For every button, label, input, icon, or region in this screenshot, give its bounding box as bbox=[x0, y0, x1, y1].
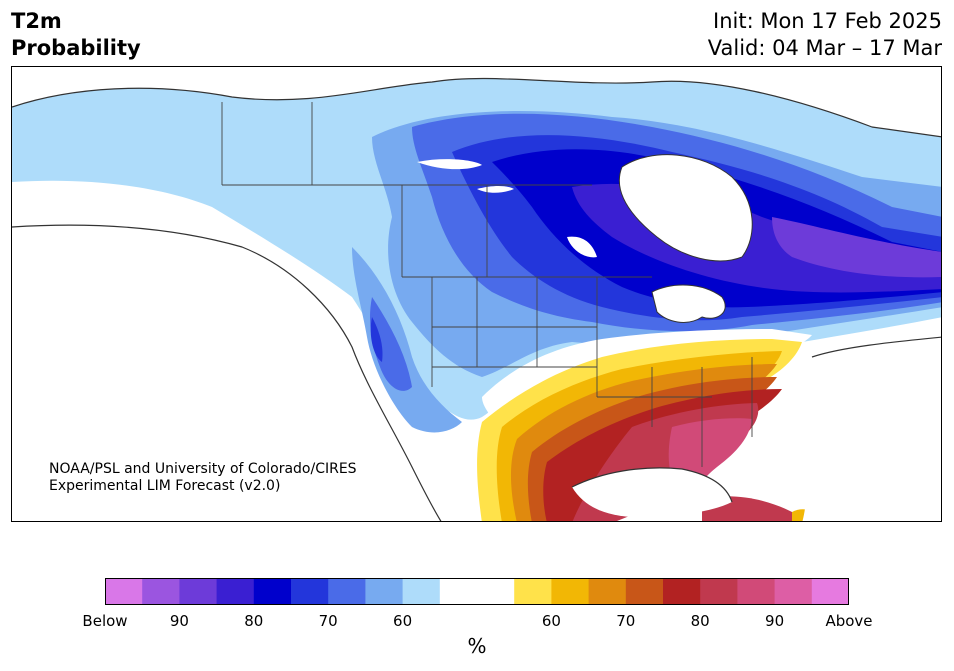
credit-text: NOAA/PSL and University of Colorado/CIRE… bbox=[49, 461, 357, 495]
colorbar bbox=[105, 578, 849, 605]
colorbar-swatch-below bbox=[105, 578, 143, 605]
colorbar-tick-label: 70 bbox=[616, 612, 636, 630]
colorbar-swatch-above bbox=[737, 578, 776, 605]
political-boundaries bbox=[221, 102, 753, 467]
colorbar-swatch-above bbox=[700, 578, 738, 605]
pacific bbox=[12, 225, 441, 521]
colorbar-swatch-below bbox=[365, 578, 404, 605]
colorbar-tick-label: 90 bbox=[169, 612, 189, 630]
product-title: Probability bbox=[11, 36, 141, 60]
colorbar-tick-label: 60 bbox=[541, 612, 561, 630]
colorbar-tick-label: 80 bbox=[690, 612, 710, 630]
below-90-region bbox=[772, 217, 941, 278]
colorbar-tick-label: 70 bbox=[318, 612, 338, 630]
colorbar-swatch-below bbox=[179, 578, 218, 605]
lake-1 bbox=[417, 159, 482, 170]
valid-range: Valid: 04 Mar – 17 Mar bbox=[707, 36, 942, 60]
colorbar-swatch-above bbox=[663, 578, 701, 605]
colorbar-swatch-below bbox=[328, 578, 366, 605]
colorbar-units: % bbox=[467, 634, 487, 658]
colorbar-tick-label: 90 bbox=[765, 612, 785, 630]
colorbar-swatch-below bbox=[291, 578, 329, 605]
below-75-west bbox=[369, 297, 412, 391]
below-70-west bbox=[352, 247, 462, 433]
great-lakes bbox=[651, 284, 726, 323]
colorbar-swatch-above bbox=[774, 578, 813, 605]
colorbar-tick-label: Above bbox=[825, 612, 873, 630]
colorbar-swatch-above bbox=[625, 578, 664, 605]
lake-2 bbox=[477, 186, 514, 193]
colorbar-tick-label: 60 bbox=[393, 612, 413, 630]
colorbar-tick-label: Below bbox=[82, 612, 128, 630]
colorbar-swatch-above bbox=[811, 578, 849, 605]
probability-map bbox=[12, 77, 941, 521]
colorbar-swatch-above bbox=[588, 578, 627, 605]
lake-3 bbox=[567, 236, 597, 258]
init-date: Init: Mon 17 Feb 2025 bbox=[713, 9, 942, 33]
colorbar-swatch-below bbox=[142, 578, 180, 605]
below-80-west bbox=[370, 317, 383, 362]
map-panel bbox=[11, 66, 942, 522]
colorbar-swatch-above bbox=[514, 578, 552, 605]
hudson-bay bbox=[618, 154, 753, 262]
colorbar-tick-label: 80 bbox=[244, 612, 264, 630]
colorbar-swatch-below bbox=[216, 578, 255, 605]
colorbar-swatch-above bbox=[551, 578, 590, 605]
credit-line-1: NOAA/PSL and University of Colorado/CIRE… bbox=[49, 461, 357, 477]
colorbar-swatch-below bbox=[253, 578, 292, 605]
variable-title: T2m bbox=[11, 9, 62, 33]
colorbar-swatch-neutral bbox=[439, 578, 515, 605]
date-block: Init: Mon 17 Feb 2025 Valid: 04 Mar – 17… bbox=[708, 8, 942, 62]
colorbar-swatch-below bbox=[402, 578, 441, 605]
credit-line-2: Experimental LIM Forecast (v2.0) bbox=[49, 478, 281, 494]
title-block: T2m Probability bbox=[11, 8, 141, 62]
gulf-of-mexico bbox=[572, 467, 732, 518]
colorbar-border bbox=[105, 578, 849, 605]
atlantic bbox=[802, 337, 941, 521]
coastlines bbox=[12, 77, 941, 521]
